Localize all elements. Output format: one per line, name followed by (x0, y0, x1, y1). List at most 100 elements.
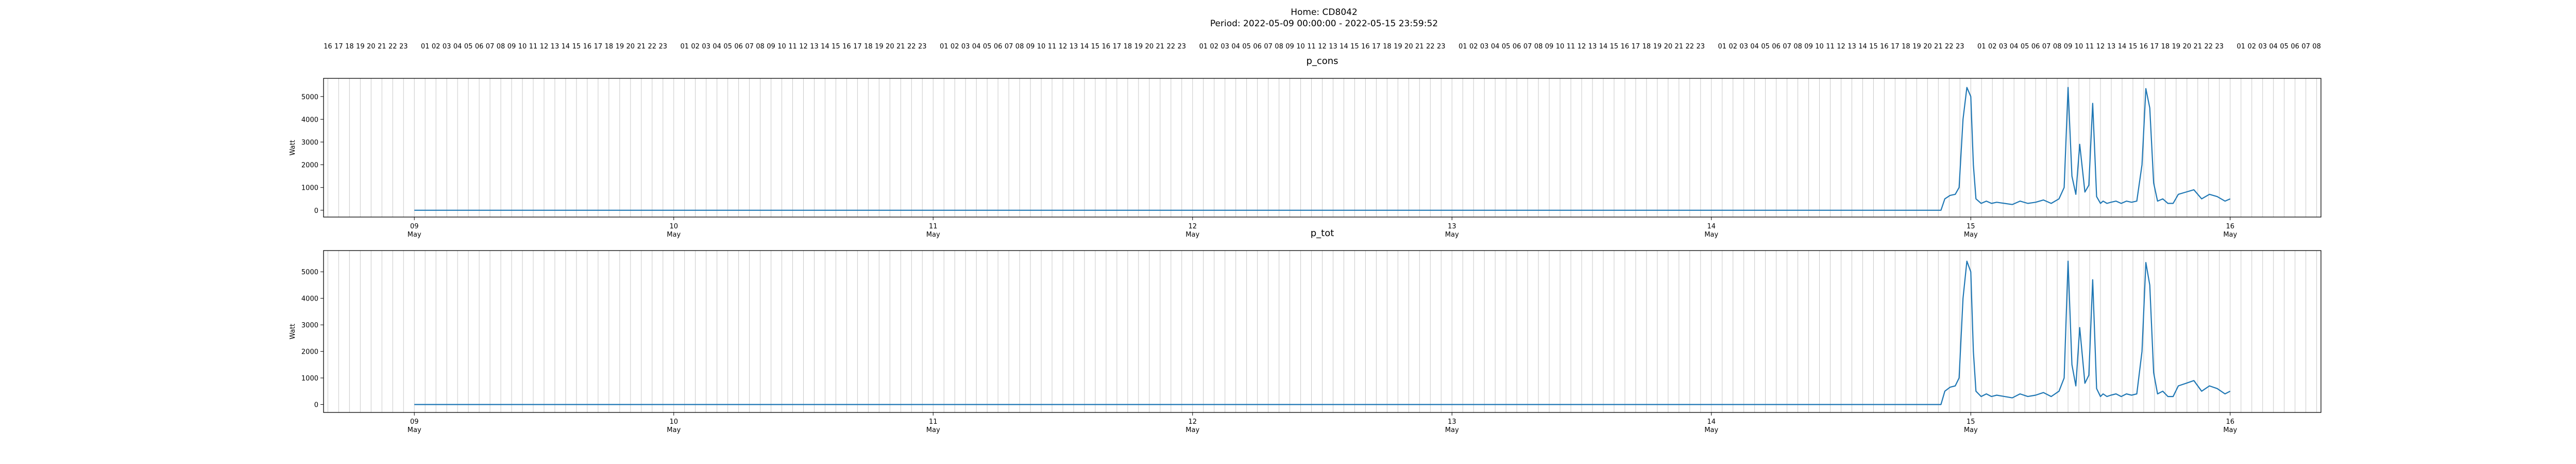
hour-tick-label: 02 (1988, 43, 1997, 51)
x-tick-label-month: May (1704, 231, 1718, 239)
hour-tick-labels: 16 17 18 19 20 21 22 23 01 02 03 04 05 06 07 08 09 10 11 12… (324, 43, 2321, 51)
hour-tick-label: 01 (1977, 43, 1986, 51)
hour-tick-label: 15 (1869, 43, 1878, 51)
hour-tick-label: 09 (2064, 43, 2073, 51)
hour-tick-label: 23 (1177, 43, 1186, 51)
hour-tick-label: 03 (1221, 43, 1229, 51)
y-tick-label: 1000 (301, 185, 318, 192)
hour-tick-label: 02 (2247, 43, 2256, 51)
hour-tick-label: 13 (1070, 43, 1078, 51)
hour-tick-label: 03 (1999, 43, 2008, 51)
hour-tick-label: 11 (788, 43, 797, 51)
x-tick-label-day: 10 (669, 418, 678, 426)
hour-tick-label: 13 (2107, 43, 2116, 51)
hour-tick-label: 20 (886, 43, 894, 51)
hour-gridlines (327, 78, 2317, 217)
hour-tick-label: 05 (1502, 43, 1511, 51)
hour-tick-label: 16 (1880, 43, 1889, 51)
x-tick-label-day: 16 (2226, 418, 2234, 426)
hour-tick-label: 10 (1556, 43, 1565, 51)
hour-tick-label: 22 (1167, 43, 1176, 51)
hour-tick-label: 19 (616, 43, 624, 51)
x-tick-label-month: May (1445, 426, 1459, 434)
hour-tick-label: 09 (1545, 43, 1554, 51)
hour-tick-label: 15 (1610, 43, 1619, 51)
hour-tick-label: 08 (1015, 43, 1024, 51)
hour-tick-label: 16 (842, 43, 851, 51)
x-tick-label-day: 11 (929, 223, 938, 230)
hour-tick-label: 13 (551, 43, 560, 51)
hour-tick-label: 08 (1275, 43, 1283, 51)
x-tick-label-day: 13 (1448, 223, 1456, 230)
x-tick-label-month: May (1445, 231, 1459, 239)
hour-tick-label: 04 (1750, 43, 1759, 51)
hour-tick-label: 03 (961, 43, 970, 51)
hour-tick-label: 15 (1091, 43, 1100, 51)
hour-tick-label: 11 (529, 43, 538, 51)
hour-tick-label: 05 (723, 43, 732, 51)
x-tick-label-month: May (667, 426, 681, 434)
hour-tick-label: 17 (1372, 43, 1381, 51)
hour-tick-label: 22 (648, 43, 657, 51)
hour-tick-label: 18 (1642, 43, 1651, 51)
hour-tick-label: 05 (983, 43, 992, 51)
axes-title-p_cons: p_cons (1306, 56, 1338, 67)
hour-tick-label: 06 (2031, 43, 2040, 51)
hour-tick-label: 01 (2236, 43, 2245, 51)
x-tick-label-month: May (1964, 426, 1978, 434)
hour-tick-label: 04 (1491, 43, 1500, 51)
hour-tick-label: 12 (799, 43, 808, 51)
hour-tick-label: 22 (388, 43, 397, 51)
hour-tick-label: 18 (1383, 43, 1392, 51)
axes-title-p_tot: p_tot (1311, 228, 1334, 239)
hour-tick-label: 22 (1686, 43, 1694, 51)
hour-tick-label: 20 (626, 43, 635, 51)
hour-tick-label: 07 (2301, 43, 2310, 51)
hour-tick-label: 19 (356, 43, 365, 51)
hour-tick-label: 11 (1048, 43, 1057, 51)
series-line-p_tot (414, 260, 2231, 405)
hour-tick-label: 22 (1426, 43, 1435, 51)
hour-tick-label: 13 (1588, 43, 1597, 51)
hour-tick-label: 17 (1632, 43, 1640, 51)
hour-tick-label: 15 (2129, 43, 2138, 51)
hour-tick-label: 12 (2096, 43, 2105, 51)
hour-tick-label: 19 (1912, 43, 1921, 51)
hour-tick-label: 07 (1523, 43, 1532, 51)
hour-tick-label: 05 (1761, 43, 1770, 51)
hour-tick-label: 10 (1037, 43, 1046, 51)
hour-tick-label: 11 (2086, 43, 2094, 51)
hour-tick-label: 13 (810, 43, 819, 51)
hour-tick-label: 21 (2194, 43, 2202, 51)
y-tick-label: 5000 (301, 269, 318, 276)
hour-tick-label: 21 (1675, 43, 1684, 51)
hour-tick-label: 16 (1361, 43, 1370, 51)
hour-tick-label: 07 (1264, 43, 1273, 51)
y-tick-label: 5000 (301, 93, 318, 101)
hour-tick-label: 03 (2258, 43, 2267, 51)
hour-tick-label: 15 (832, 43, 840, 51)
hour-tick-label: 20 (1664, 43, 1673, 51)
y-axis-ticks: 0 1000 2000 3000 4000 5000 (301, 269, 324, 409)
y-axis-label: Watt (289, 324, 297, 339)
hour-tick-label: 20 (2183, 43, 2192, 51)
hour-tick-label: 18 (2161, 43, 2170, 51)
hour-tick-label: 17 (853, 43, 862, 51)
hour-tick-label: 20 (1145, 43, 1154, 51)
hour-tick-label: 08 (2053, 43, 2062, 51)
y-axis-label: Watt (289, 140, 297, 155)
hour-tick-label: 06 (1513, 43, 1521, 51)
axes-frame (323, 250, 2321, 413)
hour-tick-label: 19 (875, 43, 884, 51)
hour-tick-label: 14 (1858, 43, 1867, 51)
y-tick-label: 0 (314, 402, 318, 409)
y-tick-label: 3000 (301, 139, 318, 146)
hour-tick-label: 06 (994, 43, 1003, 51)
hour-tick-label: 18 (864, 43, 873, 51)
hour-tick-label: 18 (1124, 43, 1132, 51)
x-tick-label-day: 13 (1448, 418, 1456, 426)
hour-tick-label: 23 (1697, 43, 1705, 51)
hour-tick-label: 05 (1242, 43, 1251, 51)
